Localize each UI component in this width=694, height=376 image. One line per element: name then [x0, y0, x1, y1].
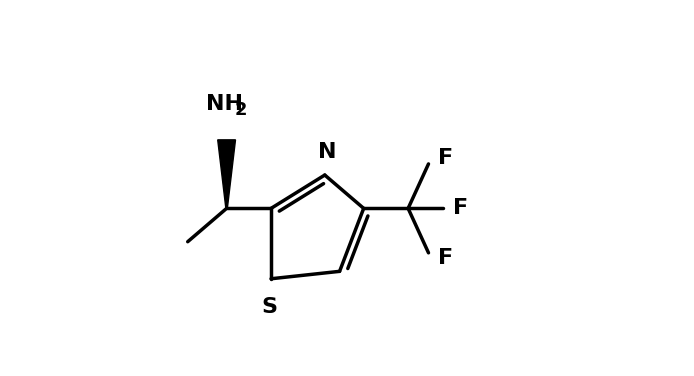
Polygon shape: [218, 140, 235, 208]
Text: NH: NH: [206, 94, 244, 114]
Text: 2: 2: [235, 102, 247, 120]
Text: F: F: [438, 249, 453, 268]
Text: F: F: [438, 149, 453, 168]
Text: F: F: [452, 199, 468, 218]
Text: N: N: [319, 142, 337, 162]
Text: S: S: [261, 297, 277, 317]
